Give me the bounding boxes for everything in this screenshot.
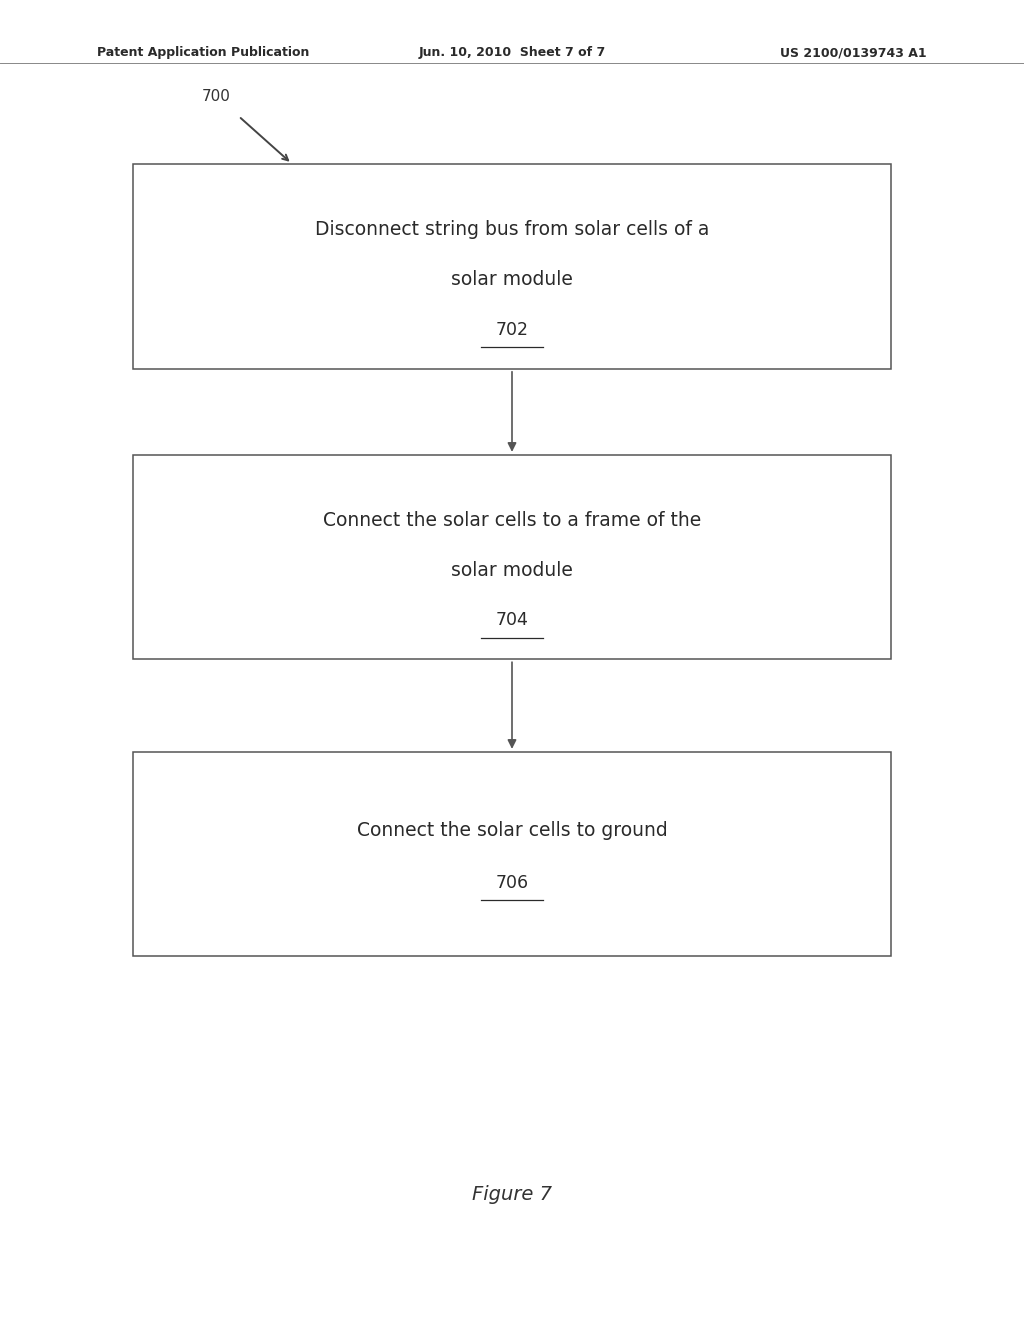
Text: Figure 7: Figure 7 — [472, 1185, 552, 1204]
Text: solar module: solar module — [451, 561, 573, 579]
Text: Disconnect string bus from solar cells of a: Disconnect string bus from solar cells o… — [314, 220, 710, 239]
Text: Connect the solar cells to a frame of the: Connect the solar cells to a frame of th… — [323, 511, 701, 529]
Text: Connect the solar cells to ground: Connect the solar cells to ground — [356, 821, 668, 840]
Bar — [133, 164, 891, 368]
Text: Jun. 10, 2010  Sheet 7 of 7: Jun. 10, 2010 Sheet 7 of 7 — [419, 46, 605, 59]
Text: 704: 704 — [496, 611, 528, 630]
Text: Patent Application Publication: Patent Application Publication — [97, 46, 309, 59]
Bar — [133, 454, 891, 660]
Bar — [133, 752, 891, 956]
Text: 700: 700 — [202, 90, 230, 104]
Text: 706: 706 — [496, 874, 528, 892]
Text: US 2100/0139743 A1: US 2100/0139743 A1 — [780, 46, 927, 59]
Text: 702: 702 — [496, 321, 528, 339]
Text: solar module: solar module — [451, 271, 573, 289]
